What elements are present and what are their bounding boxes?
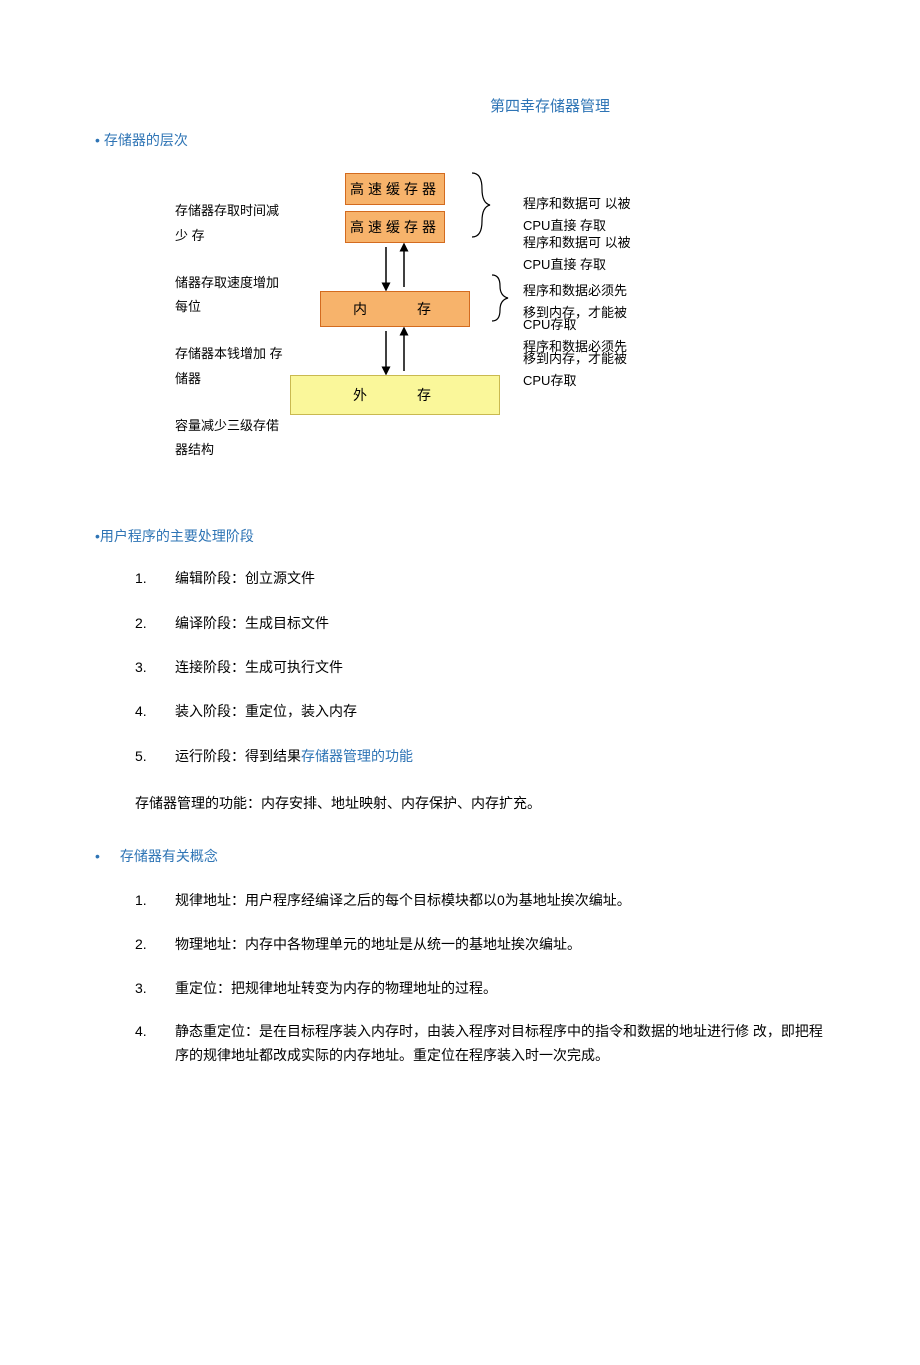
bidirectional-arrow-icon <box>370 243 420 291</box>
brace-top-icon <box>470 171 492 239</box>
heading-hierarchy: •存储器的层次 <box>95 129 825 151</box>
right-group-2: 程序和数据可 以被 CPU直接 存取 <box>505 232 725 276</box>
diagram-left-annotations: 存储器存取时间减少 存 储器存取速度增加 每位 存储器本钱增加 存储器 容量减少… <box>95 163 285 485</box>
box-external: 外 存 <box>290 375 500 415</box>
list-number: 2. <box>135 933 147 957</box>
right-line: CPU直接 存取 <box>523 254 725 276</box>
list-item: 4. 静态重定位：是在目标程序装入内存时，由装入程序对目标程序中的指令和数据的地址… <box>135 1020 825 1068</box>
list-item: 3. 连接阶段：生成可执行文件 <box>135 656 825 678</box>
bullet-dot-icon: • <box>95 132 100 148</box>
bidirectional-arrow-icon <box>370 327 420 375</box>
right-line: 移到内存，才能被 <box>523 348 725 370</box>
concepts-list: 1. 规律地址：用户程序经编译之后的每个目标模块都以0为基地址挨次编址。 2. 物理… <box>95 889 825 1068</box>
diagram-boxes-column: 高速缓存器 高速缓存器 内 存 <box>285 163 505 485</box>
heading-stages-text: 用户程序的主要处理阶段 <box>100 528 254 544</box>
left-line: 储器存取速度增加 每位 <box>175 271 285 320</box>
functions-paragraph: 存储器管理的功能：内存安排、地址映射、内存保护、内存扩充。 <box>95 792 825 814</box>
list-number: 4. <box>135 1020 147 1044</box>
arrow-cache-to-memory <box>285 243 505 291</box>
list-text: 运行阶段：得到结果 <box>175 748 301 764</box>
list-item: 4. 装入阶段：重定位，装入内存 <box>135 700 825 722</box>
list-item: 1. 编辑阶段：创立源文件 <box>135 567 825 589</box>
list-number: 3. <box>135 656 147 678</box>
left-line: 容量减少三级存偌器结构 <box>175 414 285 463</box>
inline-link[interactable]: 存储器管理的功能 <box>301 748 413 764</box>
list-number: 1. <box>135 567 147 589</box>
list-text: 静态重定位：是在目标程序装入内存时，由装入程序对目标程序中的指令和数据的地址进行… <box>175 1023 823 1063</box>
list-text: 重定位：把规律地址转变为内存的物理地址的过程。 <box>175 980 497 996</box>
box-cache-1: 高速缓存器 <box>345 173 445 205</box>
heading-stages: •用户程序的主要处理阶段 <box>95 525 825 547</box>
list-item: 3. 重定位：把规律地址转变为内存的物理地址的过程。 <box>135 977 825 1001</box>
list-text: 连接阶段：生成可执行文件 <box>175 659 343 675</box>
diagram-right-annotations: 程序和数据可 以被 CPU直接 存取 程序和数据可 以被 CPU直接 存取 程序… <box>505 163 725 485</box>
page-title: 第四幸存储器管理 <box>275 95 825 119</box>
list-text: 物理地址：内存中各物理单元的地址是从统一的基地址挨次编址。 <box>175 936 581 952</box>
left-line: 存储器存取时间减少 存 <box>175 199 285 248</box>
right-group-5: 移到内存，才能被 CPU存取 <box>505 348 725 392</box>
right-line: 程序和数据可 以被 <box>523 193 725 215</box>
heading-concepts: • 存储器有关概念 <box>95 845 825 867</box>
right-line: 程序和数据必须先 <box>523 280 725 302</box>
list-text: 编译阶段：生成目标文件 <box>175 615 329 631</box>
list-number: 3. <box>135 977 147 1001</box>
list-item: 2. 物理地址：内存中各物理单元的地址是从统一的基地址挨次编址。 <box>135 933 825 957</box>
list-item: 5. 运行阶段：得到结果存储器管理的功能 <box>135 745 825 767</box>
list-text: 装入阶段：重定位，装入内存 <box>175 703 357 719</box>
list-number: 5. <box>135 745 147 767</box>
right-line: CPU存取 <box>523 370 725 392</box>
list-number: 1. <box>135 889 147 913</box>
list-item: 1. 规律地址：用户程序经编译之后的每个目标模块都以0为基地址挨次编址。 <box>135 889 825 913</box>
heading-concepts-text: 存储器有关概念 <box>120 845 218 867</box>
list-number: 4. <box>135 700 147 722</box>
right-line: 程序和数据可 以被 <box>523 232 725 254</box>
list-item: 2. 编译阶段：生成目标文件 <box>135 612 825 634</box>
bullet-dot-icon: • <box>95 845 100 867</box>
arrow-memory-to-external <box>285 327 505 375</box>
list-text: 规律地址：用户程序经编译之后的每个目标模块都以0为基地址挨次编址。 <box>175 892 631 908</box>
left-line: 存储器本钱增加 存储器 <box>175 342 285 391</box>
box-cache-2: 高速缓存器 <box>345 211 445 243</box>
box-memory: 内 存 <box>320 291 470 327</box>
hierarchy-diagram: 存储器存取时间减少 存 储器存取速度增加 每位 存储器本钱增加 存储器 容量减少… <box>95 163 825 485</box>
list-text: 编辑阶段：创立源文件 <box>175 570 315 586</box>
heading-hierarchy-text: 存储器的层次 <box>104 132 188 148</box>
stages-list: 1. 编辑阶段：创立源文件 2. 编译阶段：生成目标文件 3. 连接阶段：生成可执行文… <box>95 567 825 767</box>
list-number: 2. <box>135 612 147 634</box>
